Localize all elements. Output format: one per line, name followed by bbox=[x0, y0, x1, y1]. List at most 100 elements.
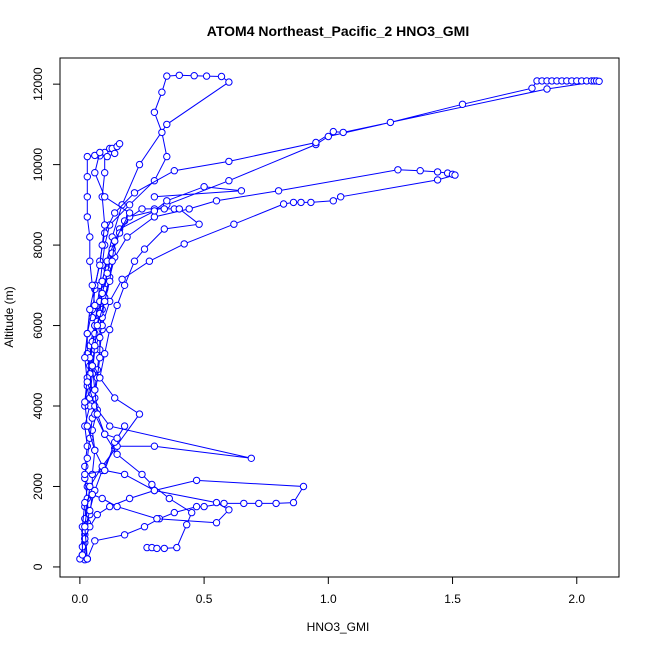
data-point bbox=[103, 269, 111, 277]
data-point bbox=[153, 515, 161, 523]
data-point bbox=[111, 394, 119, 402]
data-point bbox=[150, 486, 159, 495]
data-point bbox=[202, 72, 211, 80]
data-point bbox=[83, 193, 92, 201]
data-point bbox=[225, 506, 233, 514]
data-point bbox=[170, 167, 179, 175]
data-point bbox=[299, 482, 308, 491]
data-point bbox=[130, 257, 139, 265]
data-point bbox=[416, 167, 424, 175]
y-tick-label: 0 bbox=[31, 563, 45, 570]
data-point bbox=[394, 166, 402, 174]
data-point bbox=[120, 470, 129, 479]
data-point bbox=[130, 189, 139, 197]
data-point bbox=[160, 205, 169, 213]
data-point bbox=[123, 233, 131, 241]
data-point bbox=[83, 152, 92, 161]
data-point bbox=[165, 494, 174, 503]
data-point bbox=[433, 168, 442, 176]
data-point bbox=[96, 354, 104, 362]
y-tick-label: 2000 bbox=[31, 473, 45, 500]
data-point bbox=[183, 521, 191, 529]
data-point bbox=[91, 301, 99, 310]
series-line bbox=[81, 80, 600, 555]
data-point bbox=[93, 321, 102, 330]
data-point bbox=[180, 240, 188, 248]
data-point bbox=[163, 120, 171, 129]
x-axis: 0.0 0.5 1.0 1.5 2.0 bbox=[72, 576, 585, 606]
data-point bbox=[324, 132, 332, 141]
data-point bbox=[160, 225, 169, 233]
data-point bbox=[108, 257, 116, 265]
data-point bbox=[103, 152, 111, 161]
series-line bbox=[84, 479, 305, 560]
data-point bbox=[111, 237, 119, 245]
x-tick-label: 1.5 bbox=[444, 592, 461, 606]
data-point bbox=[113, 301, 121, 310]
data-point bbox=[101, 229, 109, 237]
data-point bbox=[158, 88, 166, 96]
data-point bbox=[108, 249, 116, 257]
data-point bbox=[98, 289, 106, 298]
data-point bbox=[106, 502, 114, 511]
y-axis-label: Altitude (m) bbox=[2, 286, 16, 347]
data-point bbox=[135, 160, 144, 169]
data-point bbox=[150, 442, 159, 450]
data-point bbox=[148, 480, 156, 489]
data-point bbox=[312, 138, 320, 147]
y-tick-label: 10000 bbox=[31, 148, 45, 182]
data-point bbox=[140, 245, 149, 253]
data-point bbox=[212, 197, 221, 205]
data-point bbox=[81, 535, 89, 543]
data-point bbox=[101, 297, 109, 306]
data-point bbox=[91, 537, 99, 545]
data-point bbox=[225, 157, 233, 166]
data-point bbox=[96, 261, 104, 269]
data-point bbox=[83, 378, 92, 386]
data-point bbox=[595, 77, 603, 86]
data-point bbox=[274, 187, 283, 195]
data-point bbox=[91, 342, 99, 350]
data-point bbox=[115, 140, 124, 148]
data-point bbox=[93, 510, 102, 519]
data-point bbox=[96, 374, 104, 382]
data-point bbox=[125, 209, 134, 217]
data-point bbox=[96, 333, 104, 342]
data-point bbox=[433, 176, 442, 184]
data-point bbox=[297, 198, 305, 207]
data-point bbox=[81, 398, 89, 406]
plot-frame bbox=[59, 57, 620, 578]
data-point bbox=[91, 169, 99, 177]
data-point bbox=[175, 71, 184, 80]
data-point bbox=[289, 198, 298, 207]
data-point bbox=[81, 470, 89, 479]
data-point bbox=[120, 281, 129, 289]
data-point bbox=[386, 118, 395, 127]
data-point bbox=[118, 275, 126, 283]
data-point bbox=[163, 72, 171, 80]
data-point bbox=[78, 551, 87, 559]
data-point bbox=[86, 482, 94, 491]
data-point bbox=[101, 466, 109, 475]
data-point bbox=[543, 85, 551, 93]
data-point bbox=[225, 78, 233, 86]
data-point bbox=[120, 422, 129, 430]
data-point bbox=[88, 281, 97, 289]
data-point bbox=[88, 362, 97, 370]
data-point bbox=[111, 209, 119, 217]
data-point bbox=[83, 454, 92, 462]
data-point bbox=[138, 470, 146, 479]
series-line bbox=[84, 169, 457, 560]
data-point bbox=[190, 72, 198, 80]
data-point bbox=[113, 502, 121, 511]
data-point bbox=[101, 169, 109, 177]
data-point bbox=[329, 127, 337, 136]
data-point bbox=[153, 544, 161, 553]
data-point bbox=[96, 148, 104, 157]
data-point bbox=[279, 200, 288, 208]
data-point bbox=[98, 241, 106, 249]
data-point bbox=[185, 205, 193, 213]
data-point bbox=[451, 171, 459, 179]
data-point bbox=[81, 523, 89, 531]
data-point bbox=[86, 257, 94, 265]
